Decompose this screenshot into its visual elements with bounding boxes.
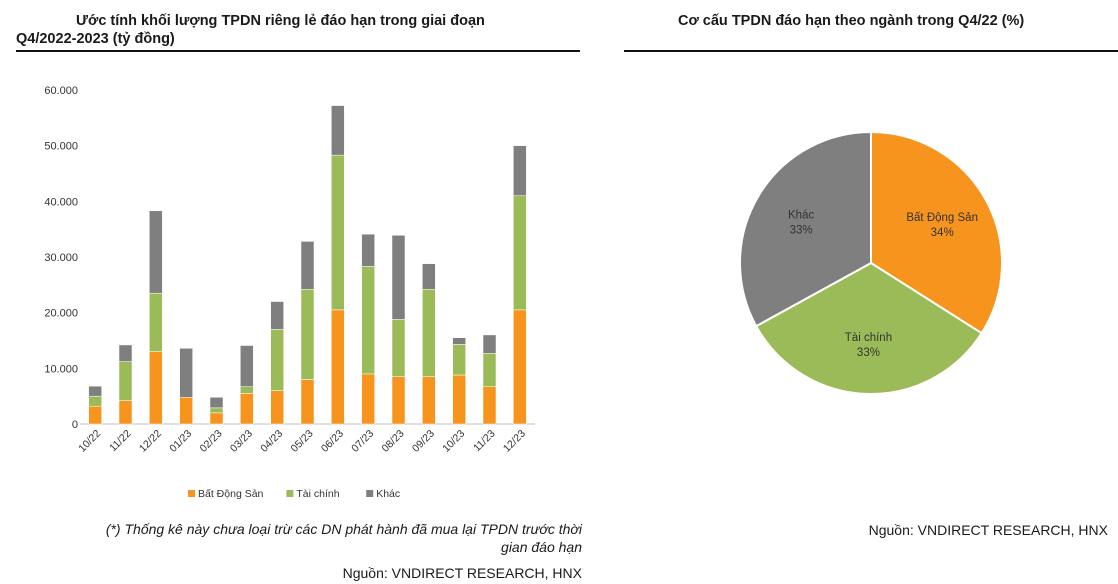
bar-chart: 0 10.000 20.000 30.000 40.000 50.000 60.000 10… [44,85,535,500]
bar-segment [240,345,254,387]
bar-series [88,105,527,425]
bar-segment [270,301,284,330]
bar-segment [118,344,133,362]
bar-segment [179,348,193,398]
x-tick-label: 12/22 [137,428,164,455]
x-axis-labels: 10/22 11/22 12/22 01/23 02/23 03/23 04/23 05/23… [76,428,528,455]
bar-segment [331,154,345,311]
footnote-line2: gian đáo hạn [501,539,582,555]
pie-slice-percent: 34% [931,227,954,239]
left-source: Nguồn: VNDIRECT RESEARCH, HNX [342,565,582,581]
bar-segment [149,351,163,425]
x-tick-label: 11/23 [471,428,498,455]
bar-segment [300,241,315,290]
x-tick-label: 12/23 [501,428,528,455]
bar-segment [482,334,497,354]
bar-segment [270,390,284,425]
x-tick-label: 11/22 [107,428,134,455]
bar-segment [270,329,284,391]
pie-slices [739,130,1003,395]
pie-slice-label: Tài chính [845,332,892,344]
x-tick-label: 01/23 [167,428,194,455]
x-tick-label: 03/23 [228,428,255,455]
y-tick-label: 60.000 [44,85,78,97]
bar-segment [88,395,102,407]
x-tick-label: 07/23 [349,428,376,455]
bar-segment [361,266,375,375]
y-tick-label: 50.000 [44,141,78,153]
legend-swatch [366,490,374,497]
left-panel: Ước tính khối lượng TPDN riêng lẻ đáo hạ… [16,13,582,581]
bar-legend: Bất Động Sản Tài chính Khác [188,488,400,500]
bar-segment [300,379,315,425]
x-tick-label: 10/23 [440,428,467,455]
bar-segment [422,263,436,290]
footnote: (*) Thống kê này chưa loại trừ các DN ph… [20,520,582,556]
left-chart-title-line2: Q4/2022-2023 (tỷ đồng) [16,31,175,47]
bar-segment [361,373,375,425]
bar-segment [391,235,406,320]
bar-segment [149,210,163,294]
y-tick-label: 30.000 [44,252,78,264]
bar-segment [209,412,224,425]
y-tick-label: 40.000 [44,196,78,208]
right-title-rule [624,50,1118,52]
footnote-line1: (*) Thống kê này chưa loại trừ các DN ph… [105,521,582,537]
legend-label: Bất Động Sản [198,488,264,500]
legend-swatch [286,490,294,497]
bar-segment [149,292,163,352]
bar-segment [88,405,102,425]
bar-segment [391,376,406,425]
x-tick-label: 08/23 [380,428,407,455]
right-source: Nguồn: VNDIRECT RESEARCH, HNX [868,522,1108,538]
bar-segment [513,145,527,197]
bar-segment [240,386,254,394]
legend-label: Khác [376,488,400,500]
legend-swatch [188,490,195,497]
bar-segment [118,400,133,425]
bar-segment [452,344,466,376]
bar-segment [209,407,224,414]
pie-slice-percent: 33% [857,347,880,359]
bar-segment [482,353,497,387]
left-chart-title-line1: Ước tính khối lượng TPDN riêng lẻ đáo hạ… [76,13,485,29]
x-tick-label: 10/22 [76,428,103,455]
pie-slice-label: Bất Động Sản [906,212,978,224]
bar-segment [331,309,345,425]
bar-segment [391,319,406,377]
bar-segment [513,195,527,311]
y-tick-label: 20.000 [44,308,78,320]
y-tick-label: 10.000 [44,363,78,375]
bar-segment [88,385,102,397]
bar-segment [452,374,466,425]
bar-segment [240,393,254,425]
pie-slice [739,130,872,328]
pie-labels: Bất Động Sản 34% Tài chính 33% Khác 33% [788,210,978,360]
bar-segment [361,233,375,267]
left-title-rule [16,50,580,52]
x-tick-label: 09/23 [410,428,437,455]
bar-segment [179,397,193,425]
bar-segment [452,337,466,345]
bar-segment [422,376,436,425]
y-axis: 0 10.000 20.000 30.000 40.000 50.000 60.000 [44,85,535,431]
pie-chart: Bất Động Sản 34% Tài chính 33% Khác 33% [739,130,1003,395]
x-tick-label: 04/23 [258,428,285,455]
pie-slice-percent: 33% [790,225,813,237]
pie-chart-title: Cơ cấu TPDN đáo hạn theo ngành trong Q4/… [678,13,1025,29]
pie-slice-label: Khác [788,210,814,222]
y-tick-label: 0 [72,419,78,431]
legend-label: Tài chính [296,488,339,500]
bar-segment [209,397,224,409]
bar-segment [422,289,436,377]
right-panel: Cơ cấu TPDN đáo hạn theo ngành trong Q4/… [620,0,1118,584]
bar-segment [513,309,527,425]
x-tick-label: 05/23 [289,428,316,455]
x-tick-label: 02/23 [198,428,225,455]
bar-segment [482,386,497,425]
x-tick-label: 06/23 [319,428,346,455]
bar-segment [118,361,133,401]
bar-segment [331,105,345,156]
bar-segment [300,289,315,380]
